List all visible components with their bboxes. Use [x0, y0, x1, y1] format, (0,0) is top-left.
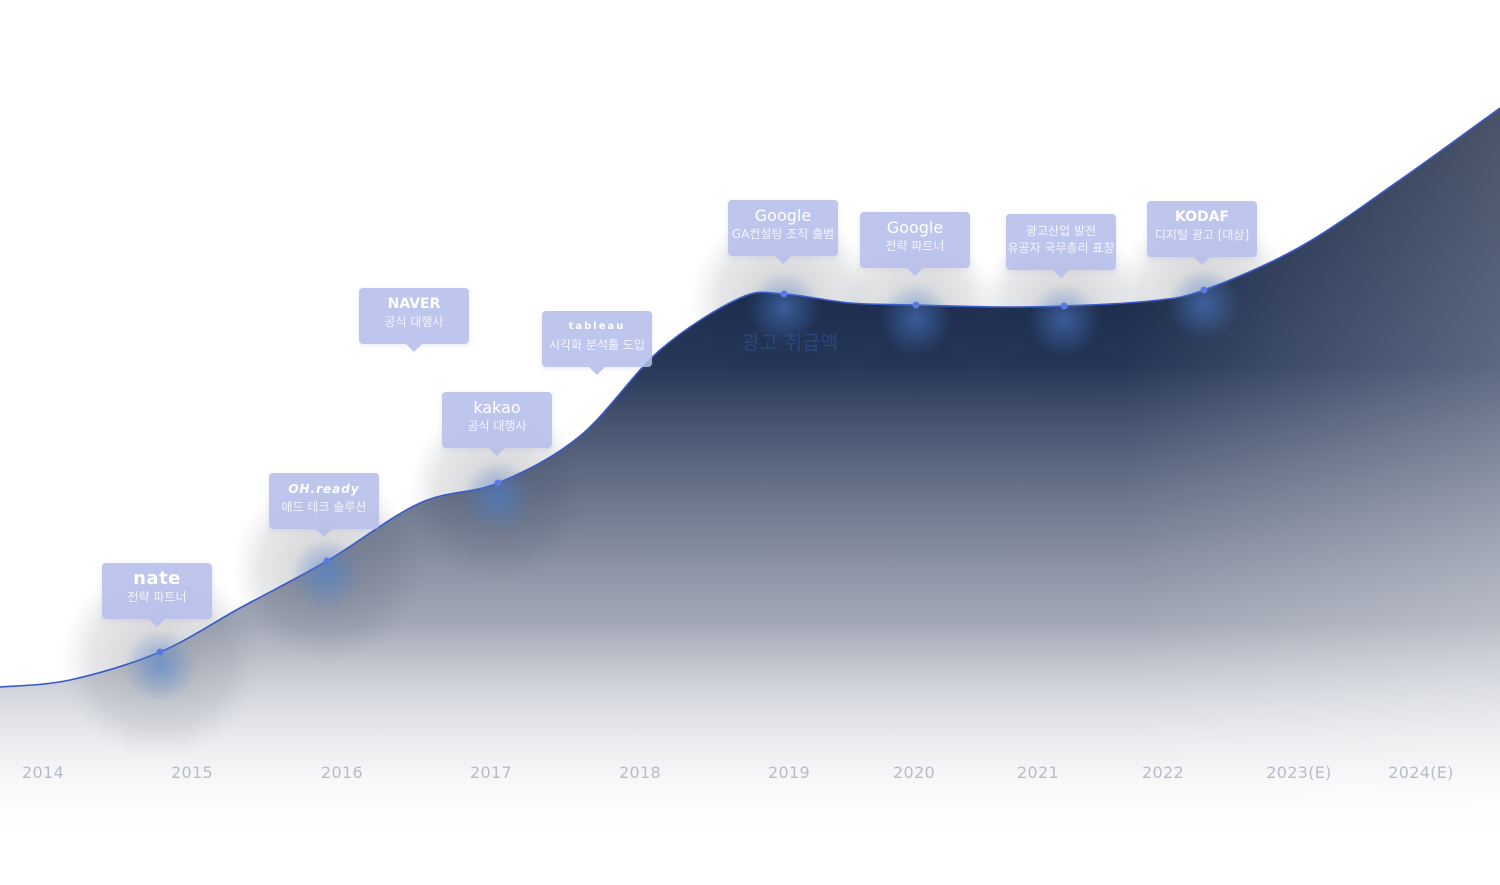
- kakao-logo: kakao: [473, 398, 521, 417]
- x-tick-label: 2017: [470, 763, 512, 782]
- tableau-logo: tableau: [568, 321, 626, 332]
- google-logo: Google: [754, 206, 812, 225]
- milestone-glow: [462, 461, 534, 533]
- milestone-callout-ohready: OH.ready 애드 테크 솔루션: [269, 473, 379, 537]
- milestone-point: [1200, 286, 1208, 294]
- milestone-callout-google-ga: Google GA컨설팅 조직 출범: [728, 200, 838, 264]
- point-layer: [156, 286, 1208, 656]
- milestone-glow: [748, 272, 820, 344]
- milestone-callout-nate: nate 전략 파트너: [102, 563, 212, 627]
- x-tick-label: 2020: [893, 763, 935, 782]
- milestone-text-2: 유공자 국무총리 표창: [1007, 241, 1115, 255]
- milestone-callout-naver: NAVER 공식 대행사: [359, 288, 469, 352]
- milestone-text: 공식 대행사: [467, 419, 527, 433]
- milestone-text: GA컨설팅 조직 출범: [731, 227, 835, 241]
- ohready-logo: OH.ready: [288, 482, 360, 496]
- milestone-point: [494, 479, 502, 487]
- milestone-text: 애드 테크 솔루션: [281, 500, 367, 514]
- x-tick-label: 2023(E): [1266, 763, 1332, 782]
- x-tick-label: 2018: [619, 763, 661, 782]
- x-tick-label: 2019: [768, 763, 810, 782]
- milestone-callout-tableau: tableau 시각화 분석툴 도입: [542, 311, 652, 375]
- x-tick-label: 2015: [171, 763, 213, 782]
- google-logo: Google: [886, 218, 944, 237]
- naver-logo: NAVER: [387, 296, 441, 312]
- milestone-glow: [1028, 284, 1100, 356]
- milestone-text: 시각화 분석툴 도입: [549, 338, 645, 352]
- milestone-glow: [880, 283, 952, 355]
- x-tick-label: 2024(E): [1388, 763, 1454, 782]
- milestone-point: [156, 648, 164, 656]
- milestone-callout-kodaf: KODAF 디지털 광고 [대상]: [1147, 201, 1257, 265]
- milestone-glow: [124, 630, 196, 702]
- milestone-text: 광고산업 발전: [1025, 224, 1097, 238]
- milestone-point: [780, 290, 788, 298]
- x-tick-label: 2021: [1017, 763, 1059, 782]
- milestone-callout-kakao: kakao 공식 대행사: [442, 392, 552, 456]
- point-glow-layer: [124, 268, 1240, 702]
- milestone-text: 전략 파트너: [127, 590, 187, 604]
- area-fade-overlay: [0, 108, 1500, 845]
- series-label: 광고 취급액: [742, 332, 839, 354]
- milestone-callout-google-partner: Google 전략 파트너: [860, 212, 970, 276]
- x-tick-label: 2022: [1142, 763, 1184, 782]
- milestone-callout-award: 광고산업 발전 유공자 국무총리 표창: [1006, 214, 1116, 278]
- milestone-text: 디지털 광고 [대상]: [1154, 228, 1250, 242]
- milestone-glow: [1168, 268, 1240, 340]
- milestone-text: 전략 파트너: [885, 239, 945, 253]
- kodaf-logo: KODAF: [1174, 209, 1230, 225]
- nate-logo: nate: [133, 569, 181, 589]
- milestone-point: [912, 301, 920, 309]
- milestone-glow: [291, 539, 363, 611]
- milestone-point: [1060, 302, 1068, 310]
- x-tick-label: 2016: [321, 763, 363, 782]
- milestone-text: 공식 대행사: [384, 315, 444, 329]
- milestone-point: [323, 557, 331, 565]
- x-tick-label: 2014: [22, 763, 64, 782]
